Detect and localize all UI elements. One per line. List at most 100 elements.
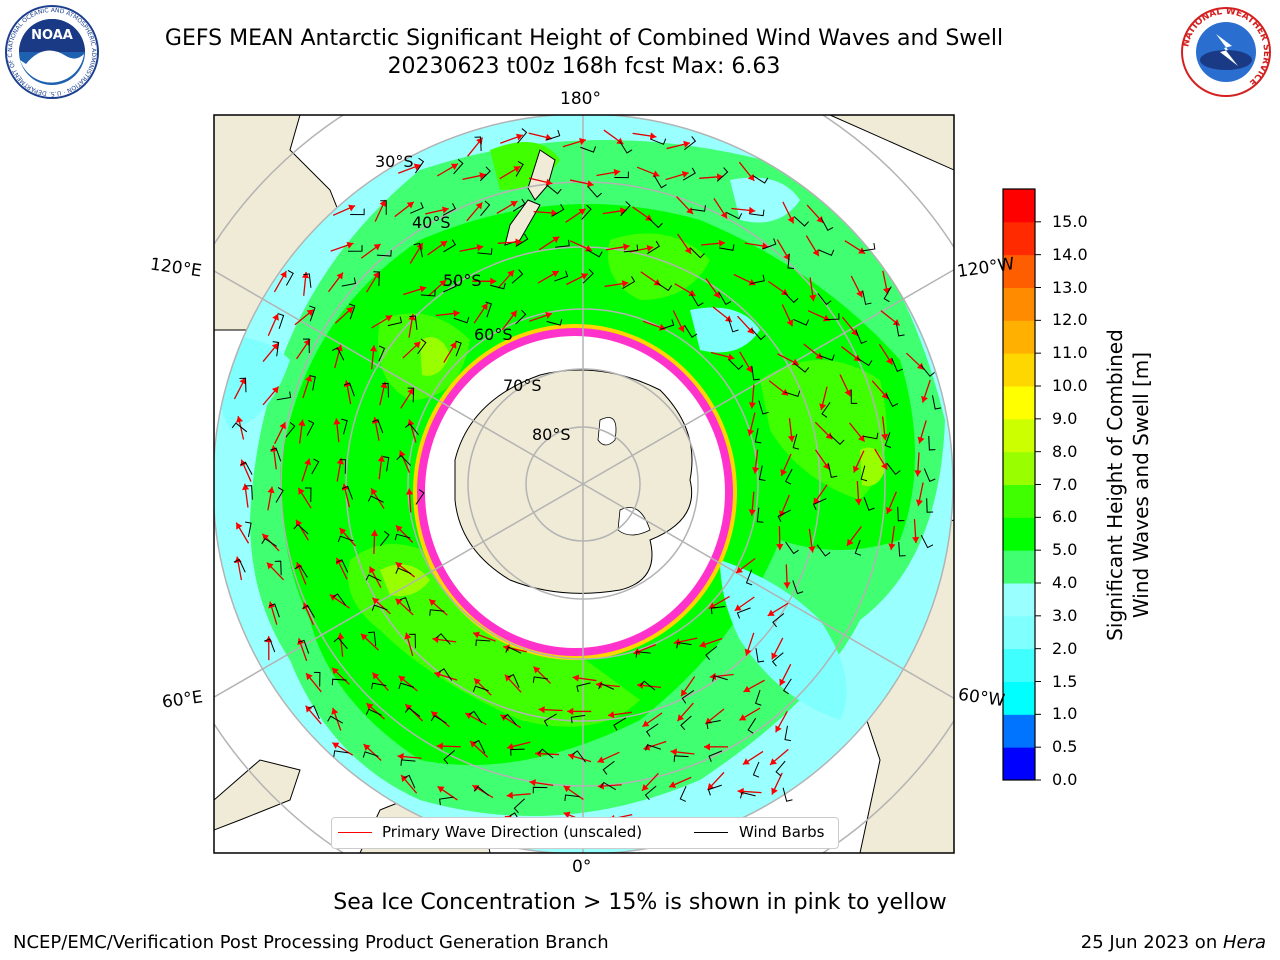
wind-barb [468,710,483,724]
wind-barb [653,175,667,189]
wave-arrow-head [372,597,380,605]
colorbar-tick-label: 15.0 [1052,211,1088,231]
wave-arrow-head [568,753,575,760]
wind-barb [382,456,390,472]
wind-barb [365,708,382,716]
wave-arrow-head [419,285,427,293]
wind-barb [532,786,548,794]
wind-barb [502,713,517,726]
wave-arrow-head [515,238,522,246]
wave-arrow-head [235,416,244,423]
wave-arrow-head [767,609,775,616]
wind-barb [885,393,899,408]
wind-barb [886,462,901,476]
footer-date-text: 25 Jun 2023 on [1080,932,1223,953]
wind-barb [622,276,636,290]
wave-arrow-head [271,386,279,394]
wind-barb [336,559,349,573]
colorbar-tick-label: 8.0 [1052,441,1078,461]
wind-barb [756,507,764,523]
wind-barb [455,340,462,357]
wind-barb [485,301,492,318]
wind-barb [438,668,453,681]
wind-barb [862,290,872,305]
wind-barb [442,203,457,216]
wave-arrow-head [332,667,339,675]
wind-barb [883,286,892,303]
wave-arrow-head [395,562,403,569]
wind-barb [341,277,357,287]
wind-barb [782,678,792,695]
wave-arrow-head [372,271,380,279]
wind-barb [261,537,278,547]
wave-arrow-head [408,313,416,321]
wind-barb [863,496,875,511]
wave-arrow-head [813,497,820,505]
wind-barb [758,400,769,415]
wind-barb [614,171,629,179]
wind-barb [600,781,616,791]
wave-arrow-head [739,714,747,721]
wind-barb [472,685,489,693]
wind-barb [304,487,312,503]
wind-barb [350,208,365,216]
wave-arrow-head [405,488,414,495]
wind-barb [404,707,421,717]
wave-arrow-head [476,244,484,252]
wind-barb [860,465,868,482]
wind-barb [473,739,486,754]
wind-barb [792,580,804,595]
wind-barb [309,305,316,322]
wave-arrow-head [479,172,486,180]
wind-barb [430,715,447,724]
wind-barb [708,750,723,762]
wind-barb [726,211,743,220]
colorbar-segment [1003,418,1035,453]
wind-barb [373,271,380,286]
wind-barb [784,725,791,742]
wind-barb [716,167,729,182]
wind-barbs [231,128,942,835]
wave-arrow-head [858,247,866,254]
wind-barb [705,645,718,661]
wind-barb [409,315,418,330]
wave-arrow-head [465,712,473,720]
wind-barb [331,678,347,686]
wind-barb [619,140,633,154]
wind-barb [620,201,631,217]
wind-barb [762,238,777,250]
wave-arrow-head [808,546,816,553]
wave-arrow-head [385,315,393,322]
wind-barb [752,761,760,778]
wave-arrow-head [856,290,863,298]
wind-barb [772,613,785,628]
colorbar-tick-label: 9.0 [1052,408,1078,428]
wind-barb [420,289,436,297]
wave-arrow-head [372,672,380,680]
wave-arrow-head [881,433,889,441]
wind-barb [371,604,388,611]
wave-arrow-head [490,277,497,285]
wind-barb [727,318,739,333]
wave-arrow-head [914,470,922,477]
wind-barb [367,495,384,503]
lat-label-30s: 30°S [375,152,414,171]
wind-barb [394,533,411,541]
chart-subtitle: 20230623 t00z 168h fcst Max: 6.63 [387,54,781,79]
colorbar-segment [1003,221,1035,256]
wind-barb [891,358,904,373]
wind-barb [268,603,280,618]
wind-barb [439,796,454,806]
wave-arrow-head [371,488,378,496]
wave-arrow-head [346,241,354,249]
wind-barb [341,418,348,435]
wave-arrow-head [395,525,403,533]
wind-barb [792,433,800,450]
wind-barb [647,240,660,254]
wave-arrow-head [331,707,339,715]
wave-arrow-head [815,352,823,360]
wind-barb [546,319,563,326]
wave-arrow-head [336,272,343,280]
footer-producer: NCEP/EMC/Verification Post Processing Pr… [13,932,609,953]
